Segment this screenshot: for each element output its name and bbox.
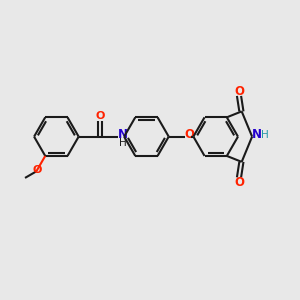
Text: O: O xyxy=(184,128,194,141)
Text: O: O xyxy=(234,85,244,98)
Text: H: H xyxy=(119,138,127,148)
Text: N: N xyxy=(118,128,128,141)
Text: O: O xyxy=(95,111,105,122)
Text: H: H xyxy=(261,130,268,140)
Text: O: O xyxy=(234,176,244,189)
Text: O: O xyxy=(33,165,42,175)
Text: N: N xyxy=(252,128,262,141)
